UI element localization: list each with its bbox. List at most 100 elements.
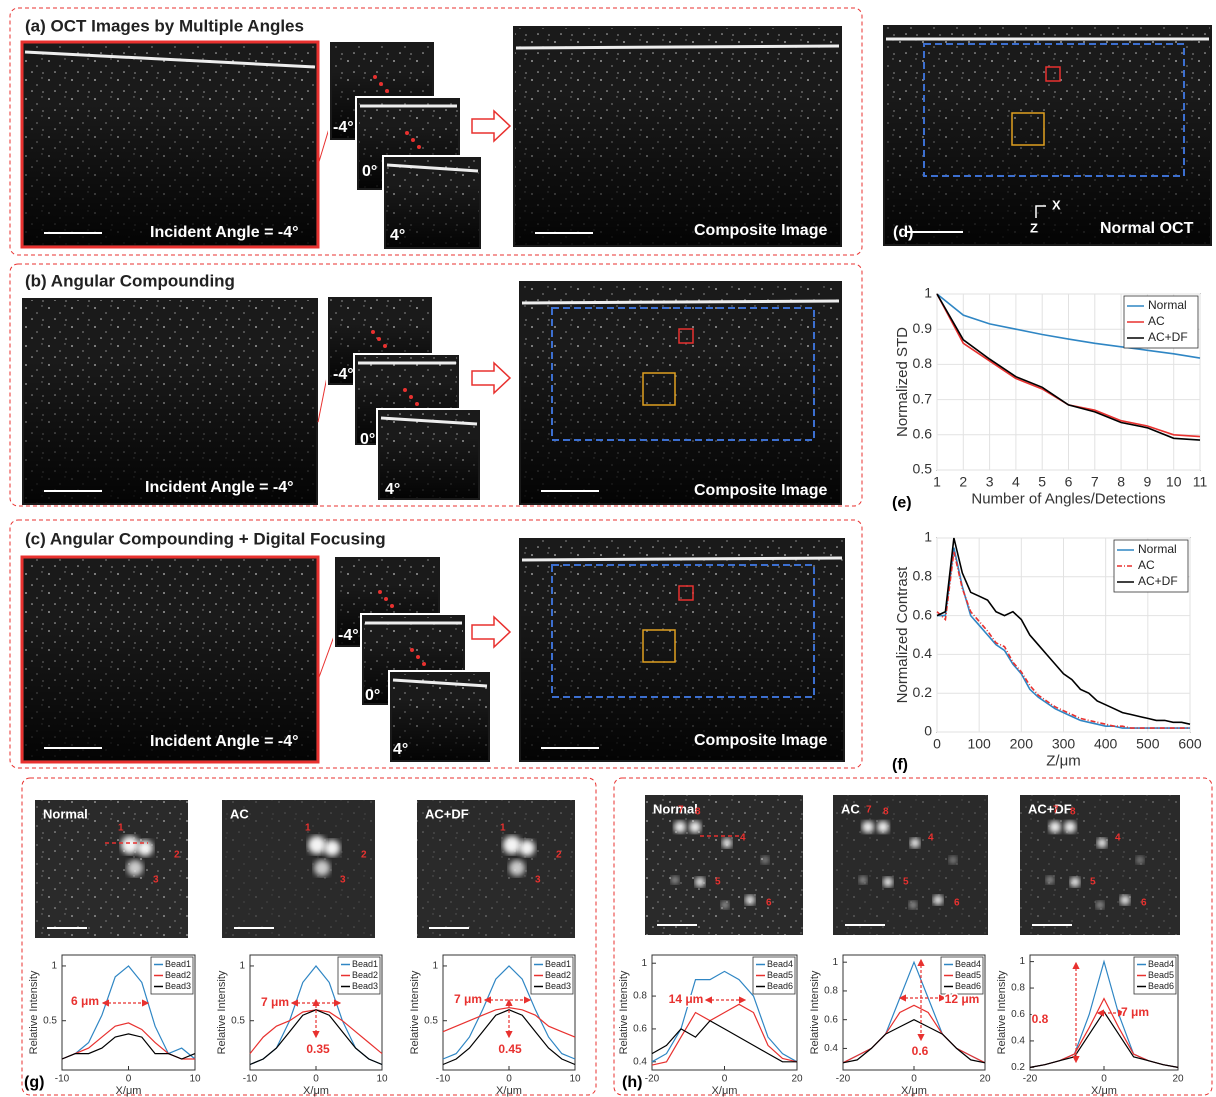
depth-fade: [24, 360, 316, 503]
x-axis-label: X/μm: [901, 1085, 927, 1097]
x-tick-label: 10: [189, 1074, 201, 1085]
bead-noise: [417, 800, 575, 938]
series-line: [937, 547, 1190, 729]
bead-blob: [910, 838, 920, 848]
x-tick-label: -20: [1023, 1074, 1038, 1085]
bead-blob: [933, 895, 943, 905]
depth-fade: [380, 437, 478, 498]
y-tick-label: 0.8: [824, 986, 838, 997]
bead-blob: [1070, 877, 1080, 887]
stack-dot: [422, 662, 426, 666]
surface-line: [392, 678, 488, 688]
stack-dot: [403, 388, 407, 392]
bead-blob: [1120, 895, 1130, 905]
stack-dot: [410, 648, 414, 652]
y-tick-label: 0.4: [633, 1056, 647, 1067]
series-line: [936, 537, 1191, 725]
x-tick-label: 10: [376, 1074, 388, 1085]
y-tick-label: 0.6: [824, 1014, 838, 1025]
bead-number: 2: [174, 850, 180, 861]
x-tick-label: 0: [313, 1074, 319, 1085]
depth-fade: [24, 103, 316, 245]
annotation: 14 μm: [669, 992, 704, 1006]
roi-bead: [642, 372, 676, 406]
legend-entry: Normal: [1138, 542, 1177, 556]
bead-blob: [1136, 856, 1144, 864]
x-tick-label: 6: [1065, 473, 1073, 489]
y-tick-label: 0.7: [913, 390, 933, 406]
flow-arrow: [471, 361, 512, 395]
x-axis-label: X/μm: [496, 1085, 522, 1097]
x-tick-label: 10: [569, 1074, 581, 1085]
annotation: 0.45: [498, 1042, 522, 1056]
y-tick-label: 0.6: [1011, 1009, 1025, 1020]
series-line: [442, 965, 576, 1060]
legend-entry: AC+DF: [1138, 574, 1178, 588]
bead-number: 5: [903, 877, 909, 888]
y-tick-label: 0.4: [1011, 1036, 1025, 1047]
stack-dot: [405, 131, 409, 135]
bead-number: 6: [766, 898, 772, 909]
y-tick-label: 1: [641, 958, 647, 969]
bead-noise: [645, 795, 803, 935]
composite-label: Composite Image: [694, 482, 827, 499]
y-tick-label: 0.8: [913, 355, 933, 371]
bead-blob: [721, 901, 729, 909]
composite-label: Composite Image: [694, 222, 827, 239]
y-tick-label: 0.2: [1011, 1062, 1025, 1073]
y-tick-label: 1: [924, 285, 932, 301]
y-tick-label: 0.9: [913, 320, 933, 336]
x-tick-label: 0: [1101, 1074, 1107, 1085]
roi-box: [923, 43, 1185, 177]
x-tick-label: 10: [1166, 473, 1182, 489]
bead-noise: [833, 795, 988, 935]
y-tick-label: 0.5: [913, 461, 933, 477]
x-tick-label: -20: [645, 1074, 660, 1085]
bead-number: 7: [678, 805, 684, 816]
surface-line: [521, 299, 840, 305]
annotation: 6 μm: [71, 994, 99, 1008]
bead-noise: [35, 800, 188, 938]
series-line: [651, 1003, 798, 1066]
bead-noise: [1020, 795, 1180, 935]
y-tick-label: 0.4: [824, 1043, 838, 1054]
annotation: 7 μm: [1121, 1005, 1149, 1019]
y-axis-label: Relative Intensity: [409, 970, 421, 1054]
y-axis-label: Relative Intensity: [28, 970, 40, 1054]
angle-label: Incident Angle = -4°: [150, 733, 299, 750]
y-tick-label: 0.5: [424, 1015, 438, 1026]
bead-number: 8: [883, 807, 889, 818]
bead-blob: [689, 821, 701, 833]
depth-fade: [515, 92, 840, 245]
legend-entry: Bead6: [955, 981, 981, 991]
y-axis-label: Relative Intensity: [996, 970, 1008, 1054]
bead-number: 8: [695, 807, 701, 818]
series-line: [61, 1033, 196, 1060]
stack-label: -4°: [338, 627, 359, 644]
legend-entry: Bead4: [767, 959, 793, 969]
stack-label: 0°: [365, 687, 380, 704]
flow-arrow: [471, 615, 512, 649]
roi-box: [551, 307, 815, 441]
image-caption: AC+DF: [1028, 801, 1072, 816]
annotation: 7 μm: [454, 992, 482, 1006]
stack-dot: [409, 395, 413, 399]
x-axis-label: X/μm: [116, 1085, 142, 1097]
legend-entry: Bead1: [352, 959, 378, 969]
stack-label: 4°: [385, 481, 400, 498]
series-line: [936, 293, 1201, 441]
bead-blob: [137, 840, 153, 856]
x-tick-label: 4: [1012, 473, 1020, 489]
roi-small: [678, 585, 694, 601]
y-axis-label: Relative Intensity: [809, 970, 821, 1054]
series-line: [651, 1019, 797, 1063]
y-tick-label: 1: [432, 961, 438, 972]
series-line: [651, 970, 798, 1063]
y-tick-label: 1: [1019, 956, 1025, 967]
surface-line: [24, 50, 316, 69]
composite-label: Composite Image: [694, 732, 827, 749]
x-tick-label: 8: [1117, 473, 1125, 489]
x-axis-label: X/μm: [712, 1085, 738, 1097]
annotation: 0.35: [306, 1042, 330, 1056]
x-tick-label: 3: [986, 473, 994, 489]
